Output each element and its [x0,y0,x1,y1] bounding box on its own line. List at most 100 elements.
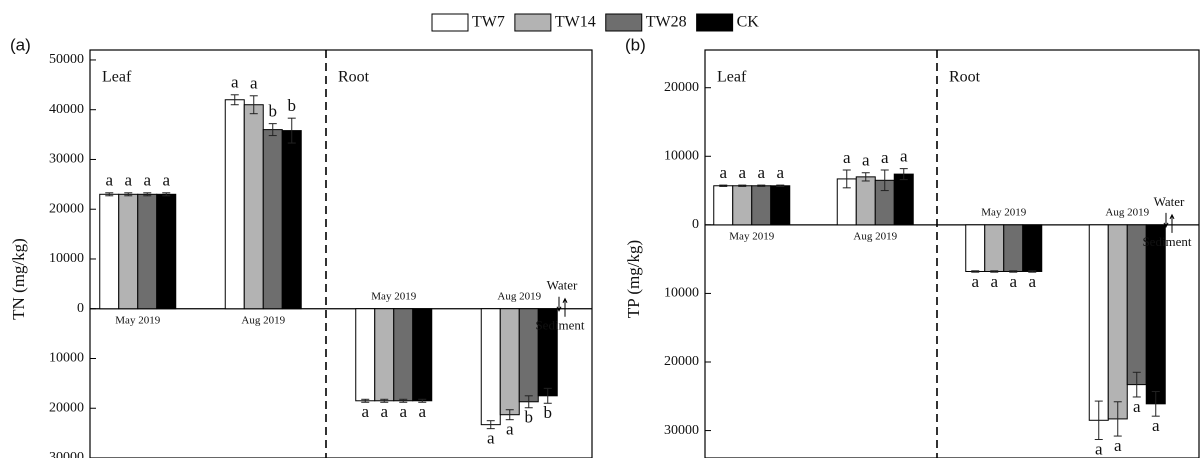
arrow [1163,212,1169,228]
water-label: Water [547,278,578,293]
significance-letter: a [124,171,132,190]
y-tick-label: 20000 [664,354,699,369]
significance-letter: a [1152,416,1160,435]
significance-letter: a [719,163,727,182]
significance-letter: a [250,74,258,93]
bar [281,130,302,310]
legend-swatch [431,13,469,32]
bar [751,185,772,226]
significance-letter: a [757,163,765,182]
panel-label: (b) [625,35,646,54]
bar [984,224,1005,272]
y-tick-label: 0 [692,217,699,232]
bar [393,308,414,402]
sediment-label: Sediment [1142,234,1191,249]
water-label: Water [1154,194,1185,209]
significance-letter: b [525,408,534,427]
significance-letter: a [361,402,369,421]
x-tick-label: May 2019 [729,230,774,242]
y-axis-label: TP (mg/kg) [624,240,643,318]
legend-label: CK [737,14,760,31]
bar [1088,224,1109,421]
x-tick-label: May 2019 [115,314,160,326]
significance-letter: a [1114,436,1122,455]
x-tick-label: Aug 2019 [853,230,897,242]
y-axis-label: TN (mg/kg) [9,238,28,320]
significance-letter: a [1133,397,1141,416]
y-tick-label: 10000 [664,286,699,301]
bar [262,129,283,310]
significance-letter: a [971,272,979,291]
significance-letter: a [1009,272,1017,291]
significance-letter: a [843,148,851,167]
bar [243,104,264,310]
legend-swatch [514,13,552,32]
bar [965,224,986,272]
legend-label: TW7 [472,14,505,31]
x-tick-label: Aug 2019 [497,290,541,302]
legend-label: TW28 [646,14,687,31]
significance-letter: a [506,420,514,439]
significance-letter: a [162,171,170,190]
significance-letter: a [399,402,407,421]
bar [480,308,501,426]
y-tick-label: 20000 [664,80,699,95]
y-tick-label: 30000 [49,152,84,167]
bar [855,176,876,226]
bar [732,185,753,226]
bar [374,308,395,402]
significance-letter: a [738,163,746,182]
bar [118,193,139,310]
group-label: Leaf [717,69,747,86]
significance-letter: a [862,151,870,170]
significance-letter: a [776,163,784,182]
arrow [556,296,562,312]
x-tick-label: May 2019 [371,290,416,302]
significance-letter: a [418,402,426,421]
bar [156,193,177,310]
panel-label: (a) [10,35,31,54]
significance-letter: a [105,171,113,190]
plot-frame [89,49,593,458]
significance-letter: b [544,403,553,422]
legend-label: TW14 [555,14,596,31]
significance-letter: a [231,73,239,92]
significance-letter: a [1028,272,1036,291]
bar [893,173,914,226]
group-label: Root [338,69,370,86]
bar [1107,224,1128,420]
y-tick-label: 40000 [49,102,84,117]
bar [499,308,520,416]
y-tick-label: 20000 [49,201,84,216]
group-label: Root [949,69,981,86]
arrow [562,297,568,317]
y-tick-label: 10000 [49,251,84,266]
bar [1145,224,1166,405]
bar [355,308,376,402]
legend-swatch [605,13,643,32]
bar [137,193,158,310]
bar [224,99,245,310]
bar [99,193,120,310]
significance-letter: a [990,272,998,291]
significance-letter: a [487,429,495,448]
significance-letter: a [900,147,908,166]
sediment-label: Sediment [535,318,584,333]
x-tick-label: Aug 2019 [1105,206,1149,218]
bar [713,185,734,226]
bar [412,308,433,402]
x-tick-label: May 2019 [981,206,1026,218]
significance-letter: b [269,102,278,121]
legend-swatch [696,13,734,32]
significance-letter: a [380,402,388,421]
significance-letter: a [881,148,889,167]
x-tick-label: Aug 2019 [241,314,285,326]
group-label: Leaf [102,69,132,86]
plot-frame [704,49,1200,458]
arrow [1169,213,1175,233]
bar [770,185,791,226]
significance-letter: a [1095,439,1103,458]
significance-letter: a [143,171,151,190]
y-tick-label: 20000 [49,400,84,415]
